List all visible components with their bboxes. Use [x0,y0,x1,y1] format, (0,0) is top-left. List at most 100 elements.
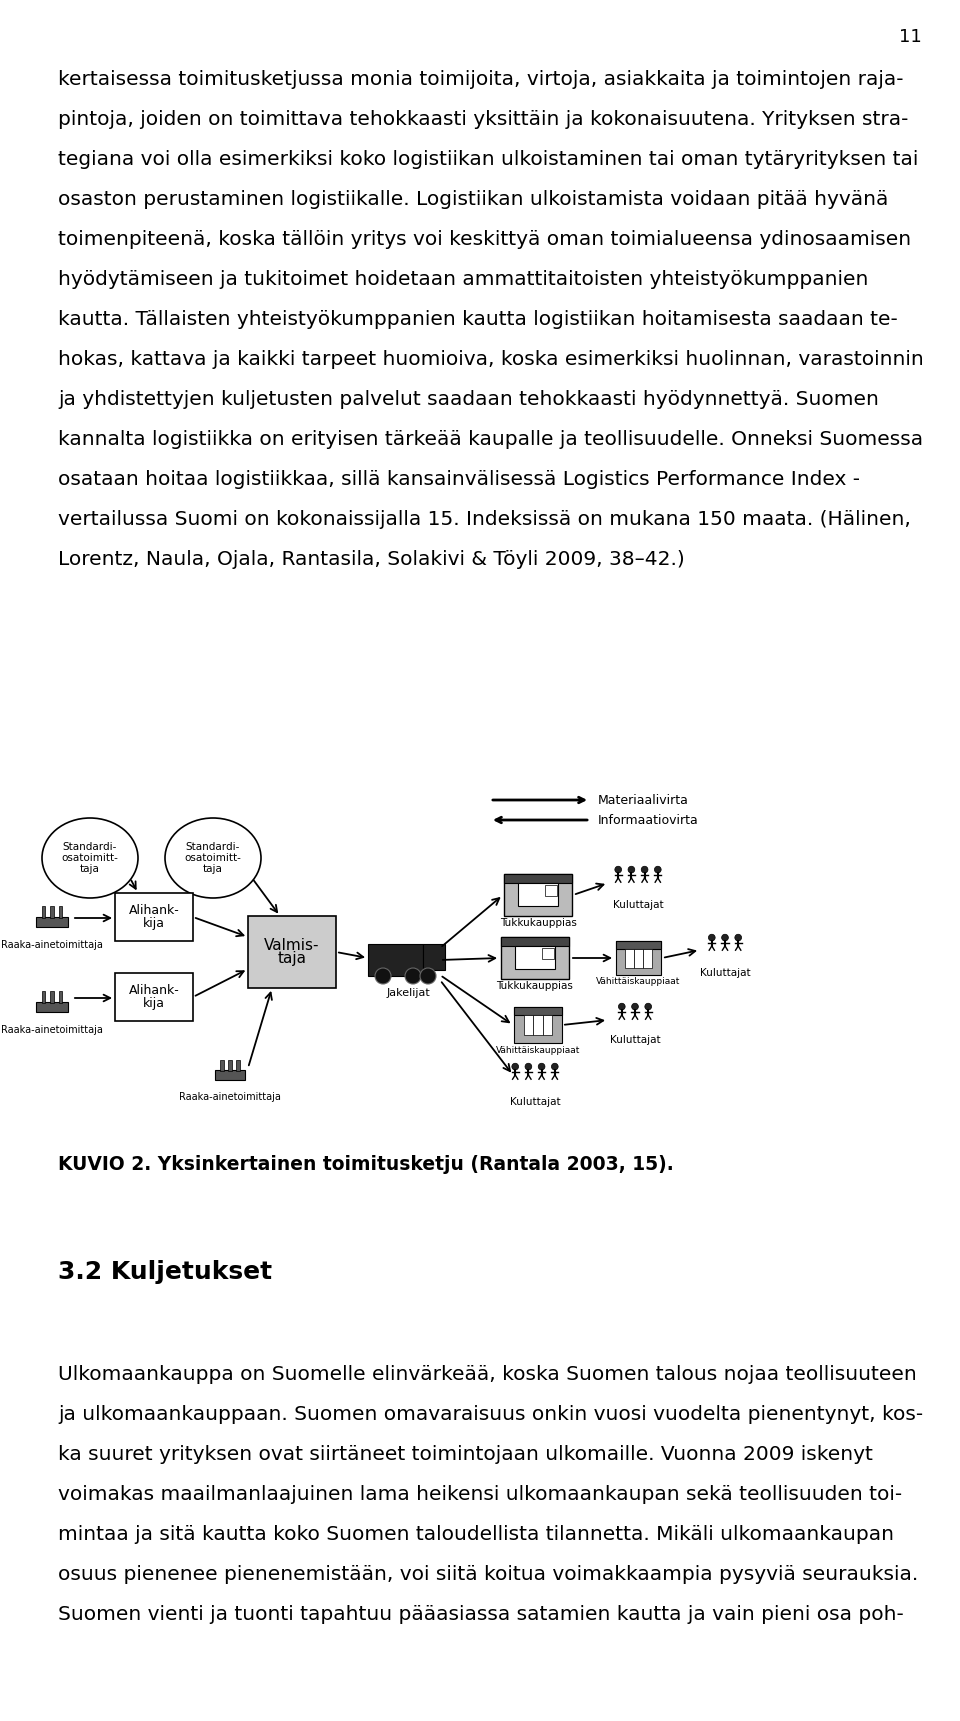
Text: Jakelijat: Jakelijat [386,988,430,998]
Text: pintoja, joiden on toimittava tehokkaasti yksittäin ja kokonaisuutena. Yrityksen: pintoja, joiden on toimittava tehokkaast… [58,110,908,129]
Text: osatoimitt-: osatoimitt- [61,854,118,862]
Text: Raaka-ainetoimittaja: Raaka-ainetoimittaja [180,1093,281,1101]
Text: Tukkukauppias: Tukkukauppias [496,981,573,991]
Text: Lorentz, Naula, Ojala, Rantasila, Solakivi & Töyli 2009, 38–42.): Lorentz, Naula, Ojala, Rantasila, Solaki… [58,551,684,570]
Bar [236,1060,240,1070]
Bar [615,941,660,948]
Circle shape [512,1064,518,1070]
Circle shape [405,967,421,984]
Circle shape [655,866,661,873]
Text: Informaatiovirta: Informaatiovirta [598,814,699,826]
Bar [228,1060,231,1070]
Bar [368,945,423,976]
Text: Kuluttajat: Kuluttajat [700,967,751,978]
Text: hyödytämiseen ja tukitoimet hoidetaan ammattitaitoisten yhteistyökumppanien: hyödytämiseen ja tukitoimet hoidetaan am… [58,270,869,289]
Ellipse shape [42,817,138,898]
Circle shape [420,967,436,984]
Text: ja yhdistettyjen kuljetusten palvelut saadaan tehokkaasti hyödynnettyä. Suomen: ja yhdistettyjen kuljetusten palvelut sa… [58,391,878,410]
Ellipse shape [165,817,261,898]
Bar [36,917,68,928]
Text: Kuluttajat: Kuluttajat [510,1096,561,1107]
Bar [50,991,54,1003]
Text: KUVIO 2. Yksinkertainen toimitusketju (Rantala 2003, 15).: KUVIO 2. Yksinkertainen toimitusketju (R… [58,1155,674,1174]
Circle shape [551,1064,558,1070]
Text: Alihank-: Alihank- [129,984,180,996]
Text: Standardi-: Standardi- [62,842,117,852]
Text: osuus pienenee pienenemistään, voi siitä koitua voimakkaampia pysyviä seurauksia: osuus pienenee pienenemistään, voi siitä… [58,1564,919,1583]
Text: vertailussa Suomi on kokonaissijalla 15. Indeksissä on mukana 150 maata. (Häline: vertailussa Suomi on kokonaissijalla 15.… [58,509,911,528]
Bar [504,874,572,883]
Text: kija: kija [143,917,165,929]
Bar [423,945,445,971]
Text: Kuluttajat: Kuluttajat [612,900,663,910]
Text: Vähittäiskauppiaat: Vähittäiskauppiaat [596,978,681,986]
Bar [642,948,652,967]
Bar [504,874,572,916]
Text: ja ulkomaankauppaan. Suomen omavaraisuus onkin vuosi vuodelta pienentynyt, kos-: ja ulkomaankauppaan. Suomen omavaraisuus… [58,1404,924,1423]
Bar [41,907,45,917]
Text: kija: kija [143,996,165,1010]
Text: Alihank-: Alihank- [129,904,180,917]
Bar [501,936,569,979]
Text: Standardi-: Standardi- [186,842,240,852]
Text: Valmis-: Valmis- [264,938,320,953]
Bar [541,948,554,959]
Bar [59,907,62,917]
Circle shape [632,1003,638,1010]
Text: Materiaalivirta: Materiaalivirta [598,793,689,807]
Circle shape [618,1003,625,1010]
Circle shape [525,1064,532,1070]
Text: taja: taja [204,864,223,874]
Circle shape [539,1064,545,1070]
Text: taja: taja [277,952,306,965]
Text: 3.2 Kuljetukset: 3.2 Kuljetukset [58,1260,272,1284]
Bar [514,1007,562,1043]
Bar [220,1060,224,1070]
Text: tegiana voi olla esimerkiksi koko logistiikan ulkoistaminen tai oman tytäryrityk: tegiana voi olla esimerkiksi koko logist… [58,150,919,169]
Text: mintaa ja sitä kautta koko Suomen taloudellista tilannetta. Mikäli ulkomaankaupa: mintaa ja sitä kautta koko Suomen taloud… [58,1525,894,1544]
Text: Kuluttajat: Kuluttajat [610,1034,660,1045]
Bar [115,972,193,1021]
Circle shape [375,967,391,984]
Text: voimakas maailmanlaajuinen lama heikensi ulkomaankaupan sekä teollisuuden toi-: voimakas maailmanlaajuinen lama heikensi… [58,1485,902,1504]
Bar [41,991,45,1003]
Text: Raaka-ainetoimittaja: Raaka-ainetoimittaja [1,1026,103,1034]
Text: taja: taja [80,864,100,874]
Bar [523,1015,533,1034]
Text: Ulkomaankauppa on Suomelle elinvärkeää, koska Suomen talous nojaa teollisuuteen: Ulkomaankauppa on Suomelle elinvärkeää, … [58,1365,917,1384]
Bar [533,1015,542,1034]
Text: kautta. Tällaisten yhteistyökumppanien kautta logistiikan hoitamisesta saadaan t: kautta. Tällaisten yhteistyökumppanien k… [58,310,898,329]
Circle shape [641,866,648,873]
Bar [517,883,559,905]
Bar [634,948,642,967]
Bar [544,885,557,895]
Text: hokas, kattava ja kaikki tarpeet huomioiva, koska esimerkiksi huolinnan, varasto: hokas, kattava ja kaikki tarpeet huomioi… [58,349,924,368]
Bar [514,1007,562,1015]
Bar [115,893,193,941]
Bar [59,991,62,1003]
Circle shape [628,866,635,873]
Text: 11: 11 [899,28,922,46]
Circle shape [645,1003,652,1010]
Bar [515,947,556,969]
Bar [215,1070,246,1079]
Bar [36,1002,68,1012]
Circle shape [708,935,715,941]
Bar [615,941,660,976]
Bar [542,1015,552,1034]
Text: ka suuret yrityksen ovat siirtäneet toimintojaan ulkomaille. Vuonna 2009 iskenyt: ka suuret yrityksen ovat siirtäneet toim… [58,1446,873,1465]
Text: Suomen vienti ja tuonti tapahtuu pääasiassa satamien kautta ja vain pieni osa po: Suomen vienti ja tuonti tapahtuu pääasia… [58,1606,903,1625]
Circle shape [722,935,729,941]
Bar [501,936,569,947]
Text: Raaka-ainetoimittaja: Raaka-ainetoimittaja [1,940,103,950]
Circle shape [734,935,741,941]
Text: kannalta logistiikka on erityisen tärkeää kaupalle ja teollisuudelle. Onneksi Su: kannalta logistiikka on erityisen tärkeä… [58,430,924,449]
Bar [248,916,336,988]
Circle shape [614,866,621,873]
Text: osaston perustaminen logistiikalle. Logistiikan ulkoistamista voidaan pitää hyvä: osaston perustaminen logistiikalle. Logi… [58,189,888,208]
Text: toimenpiteenä, koska tällöin yritys voi keskittyä oman toimialueensa ydinosaamis: toimenpiteenä, koska tällöin yritys voi … [58,231,911,250]
Bar [625,948,634,967]
Text: osataan hoitaa logistiikkaa, sillä kansainvälisessä Logistics Performance Index : osataan hoitaa logistiikkaa, sillä kansa… [58,470,860,489]
Text: osatoimitt-: osatoimitt- [184,854,241,862]
Text: Vähittäiskauppiaat: Vähittäiskauppiaat [495,1046,580,1055]
